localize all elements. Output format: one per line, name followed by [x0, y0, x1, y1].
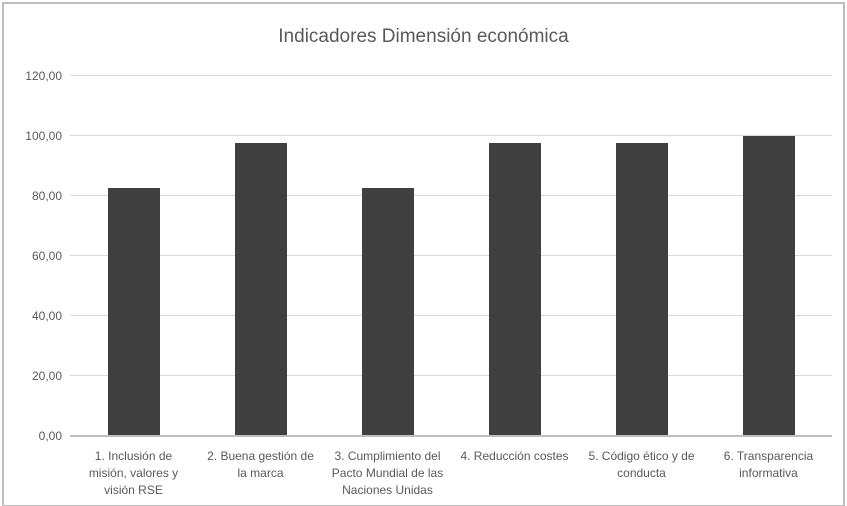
x-axis-category-label: 1. Inclusión de misión, valores y visión… — [70, 448, 197, 499]
y-axis-tick-label: 100,00 — [25, 129, 62, 143]
y-axis-tick-label: 0,00 — [38, 429, 62, 443]
chart-title: Indicadores Dimensión económica — [278, 26, 569, 47]
bar-3 — [362, 188, 414, 435]
x-axis-line — [70, 435, 832, 437]
x-axis-category-label-text: 2. Buena gestión de la marca — [207, 449, 314, 480]
x-axis-category-label: 4. Reducción costes — [451, 448, 578, 465]
bar-2 — [235, 143, 287, 435]
x-axis-category-label-text: 6. Transparencia informativa — [723, 449, 814, 480]
gridline — [70, 375, 832, 376]
y-axis-tick-label: 80,00 — [31, 189, 62, 203]
x-axis-category-label-text: 5. Código ético y de conducta — [588, 449, 695, 480]
y-axis-tick-label: 20,00 — [31, 369, 62, 383]
bar-5 — [616, 143, 668, 435]
x-axis-category-label-text: 3. Cumplimiento del Pacto Mundial de las… — [331, 449, 444, 497]
y-axis-tick-label: 120,00 — [25, 69, 62, 83]
y-axis-tick-label: 60,00 — [31, 249, 62, 263]
x-axis-category-label: 3. Cumplimiento del Pacto Mundial de las… — [324, 448, 451, 499]
gridline — [70, 135, 832, 136]
gridline — [70, 75, 832, 76]
y-axis-tick-label: 40,00 — [31, 309, 62, 323]
x-axis-category-label: 5. Código ético y de conducta — [578, 448, 705, 482]
gridline — [70, 255, 832, 256]
x-axis-category-label: 2. Buena gestión de la marca — [197, 448, 324, 482]
bar-4 — [489, 143, 541, 435]
gridline — [70, 195, 832, 196]
x-axis-category-label-text: 1. Inclusión de misión, valores y visión… — [88, 449, 179, 497]
x-axis-category-label-text: 4. Reducción costes — [460, 449, 569, 463]
bar-6 — [743, 136, 795, 435]
gridline — [70, 315, 832, 316]
x-axis-category-label: 6. Transparencia informativa — [705, 448, 832, 482]
bar-1 — [108, 188, 160, 435]
